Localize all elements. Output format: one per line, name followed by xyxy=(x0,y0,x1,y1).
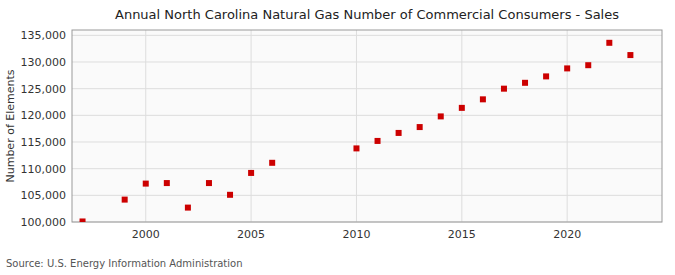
x-tick-label: 2000 xyxy=(132,228,160,241)
points xyxy=(80,40,634,222)
grid-line xyxy=(145,30,146,222)
point xyxy=(585,62,591,68)
x-tick-label: 2015 xyxy=(448,228,476,241)
point xyxy=(122,197,128,203)
grid-line xyxy=(72,62,662,63)
chart: 100,000 105,000 110,000 115,000 120,000 125,0… xyxy=(0,0,675,275)
point xyxy=(143,181,149,187)
point xyxy=(417,124,423,130)
point xyxy=(375,138,381,144)
plot-area xyxy=(72,30,662,222)
plot-frame xyxy=(72,30,662,222)
point xyxy=(627,52,633,58)
point xyxy=(353,145,359,151)
y-tick-label: 105,000 xyxy=(21,189,67,202)
y-tick-label: 130,000 xyxy=(21,56,67,69)
point xyxy=(606,40,612,46)
grid-line xyxy=(251,30,252,222)
source-note: Source: U.S. Energy Information Administ… xyxy=(6,258,243,269)
grid-line xyxy=(461,30,462,222)
grid-line xyxy=(567,30,568,222)
point xyxy=(80,218,86,222)
y-tick-label: 100,000 xyxy=(21,216,67,229)
x-tick-label: 2020 xyxy=(553,228,581,241)
y-tick-label: 135,000 xyxy=(21,29,67,42)
grid xyxy=(72,30,662,222)
point xyxy=(185,205,191,211)
point xyxy=(438,113,444,119)
point xyxy=(543,73,549,79)
tick-labels: 100,000 105,000 110,000 115,000 120,000 125,0… xyxy=(21,29,582,241)
point xyxy=(269,160,275,166)
grid-line xyxy=(72,168,662,169)
y-tick-label: 120,000 xyxy=(21,109,67,122)
y-tick-label: 115,000 xyxy=(21,136,67,149)
title: Annual North Carolina Natural Gas Number… xyxy=(115,7,619,22)
x-tick-label: 2005 xyxy=(237,228,265,241)
x-tick-label: 2010 xyxy=(342,228,370,241)
point xyxy=(206,180,212,186)
y-tick-label: 110,000 xyxy=(21,163,67,176)
grid-line xyxy=(72,195,662,196)
point xyxy=(227,192,233,198)
y-tick-label: 125,000 xyxy=(21,83,67,96)
point xyxy=(459,105,465,111)
point xyxy=(480,96,486,102)
grid-line xyxy=(72,115,662,116)
point xyxy=(164,180,170,186)
point xyxy=(248,170,254,176)
grid-line xyxy=(72,142,662,143)
grid-line xyxy=(356,30,357,222)
point xyxy=(396,130,402,136)
grid-line xyxy=(72,88,662,89)
grid-line xyxy=(72,35,662,36)
point xyxy=(501,86,507,92)
y-axis-label: Number of Elements xyxy=(4,69,17,182)
point xyxy=(564,65,570,71)
point xyxy=(522,80,528,86)
